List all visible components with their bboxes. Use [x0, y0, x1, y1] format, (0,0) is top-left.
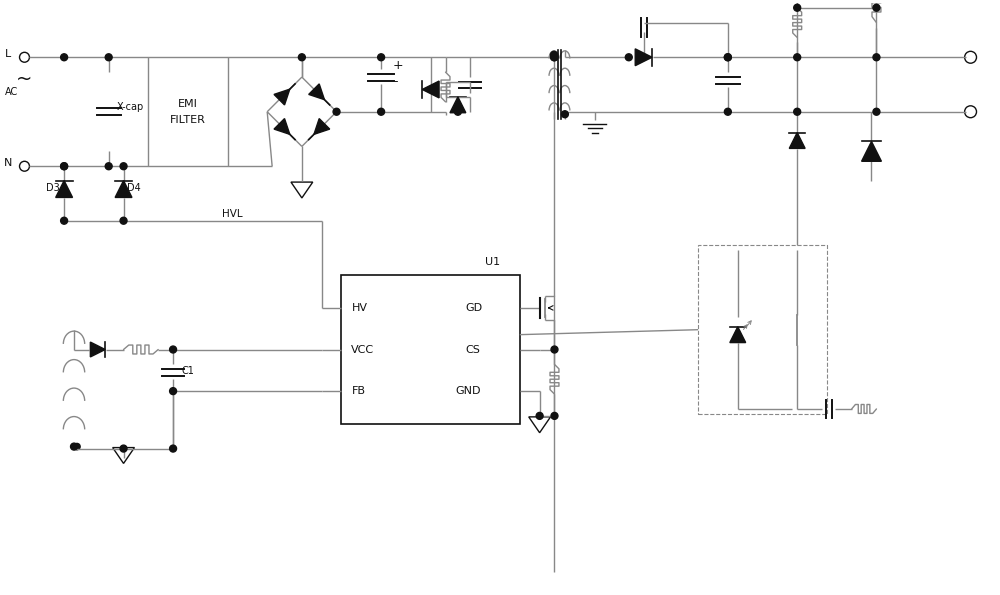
Text: U1: U1 [485, 257, 500, 267]
Bar [148, 57, 228, 166]
Circle shape [105, 54, 112, 61]
Circle shape [454, 108, 461, 115]
Text: HV: HV [351, 303, 367, 313]
Polygon shape [274, 89, 290, 105]
Circle shape [551, 54, 557, 61]
Circle shape [74, 443, 80, 450]
Circle shape [551, 51, 557, 58]
Bar [341, 275, 520, 424]
Text: ~: ~ [16, 70, 33, 89]
Circle shape [170, 388, 177, 394]
Text: D3: D3 [46, 183, 60, 193]
Text: +: + [393, 59, 404, 72]
Text: -: - [393, 75, 398, 88]
Circle shape [561, 111, 568, 118]
Circle shape [61, 54, 68, 61]
Circle shape [625, 54, 632, 61]
Circle shape [551, 412, 558, 419]
Text: FILTER: FILTER [170, 115, 206, 125]
Text: FB: FB [351, 386, 365, 396]
Text: EMI: EMI [178, 99, 198, 109]
Text: HVL: HVL [222, 209, 243, 219]
Circle shape [298, 54, 305, 61]
Text: GD: GD [465, 303, 482, 313]
Text: C1: C1 [181, 367, 194, 376]
Circle shape [120, 217, 127, 224]
Circle shape [61, 163, 68, 170]
Circle shape [873, 54, 880, 61]
Text: L: L [5, 49, 11, 60]
Text: D4: D4 [127, 183, 140, 193]
Circle shape [378, 54, 385, 61]
Text: X-cap: X-cap [117, 102, 144, 112]
Polygon shape [56, 181, 73, 198]
Text: VCC: VCC [351, 345, 375, 355]
Circle shape [378, 108, 385, 115]
Circle shape [724, 54, 731, 61]
Circle shape [873, 4, 880, 11]
Polygon shape [309, 84, 324, 100]
Polygon shape [115, 181, 132, 198]
Text: CS: CS [465, 345, 480, 355]
Circle shape [61, 163, 68, 170]
Circle shape [724, 54, 731, 61]
Circle shape [105, 163, 112, 170]
Circle shape [794, 4, 801, 11]
Circle shape [873, 108, 880, 115]
Polygon shape [422, 81, 439, 98]
Polygon shape [450, 97, 466, 112]
Circle shape [170, 346, 177, 353]
Circle shape [61, 217, 68, 224]
Polygon shape [730, 327, 746, 343]
Circle shape [551, 346, 558, 353]
Polygon shape [314, 118, 330, 134]
Text: AC: AC [5, 87, 18, 97]
Polygon shape [862, 142, 881, 161]
Circle shape [551, 54, 558, 61]
Polygon shape [90, 342, 105, 357]
Circle shape [120, 445, 127, 452]
Circle shape [794, 54, 801, 61]
Polygon shape [635, 49, 652, 65]
Text: GND: GND [455, 386, 481, 396]
Polygon shape [274, 118, 290, 134]
Circle shape [120, 163, 127, 170]
Bar [698, 246, 827, 414]
Polygon shape [789, 133, 805, 148]
Circle shape [794, 108, 801, 115]
Circle shape [71, 443, 77, 450]
Circle shape [724, 108, 731, 115]
Text: N: N [3, 158, 12, 168]
Circle shape [333, 108, 340, 115]
Circle shape [536, 412, 543, 419]
Circle shape [170, 445, 177, 452]
